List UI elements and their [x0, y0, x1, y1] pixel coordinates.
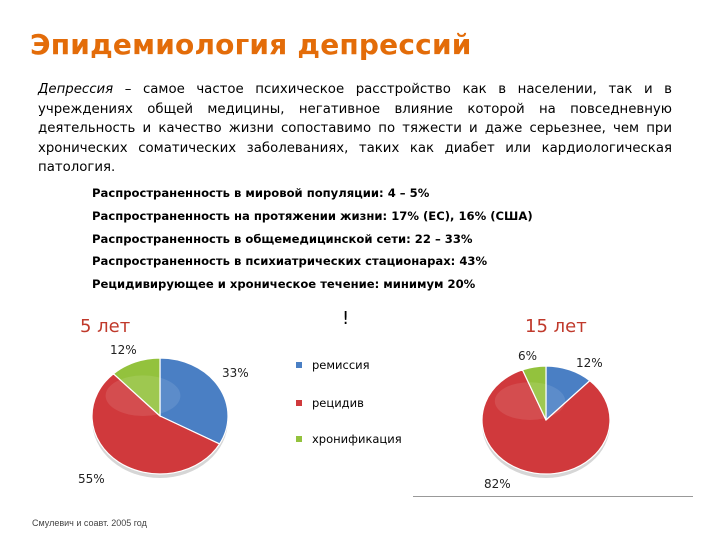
pie-slice-relapse	[91, 372, 221, 475]
pie-label-relapse-5: 55%	[78, 472, 105, 486]
legend-swatch-relapse	[296, 400, 302, 406]
legend-swatch-chronic	[296, 436, 302, 442]
pie-chart-15-years	[481, 365, 611, 478]
chart-title-15-years: 15 лет	[525, 316, 587, 337]
pie-label-remission-5: 33%	[222, 366, 249, 380]
legend-item-relapse: рецидив	[296, 396, 364, 410]
chart-title-5-years: 5 лет	[80, 316, 131, 337]
fact-item: Рецидивирующее и хроническое течение: ми…	[92, 277, 476, 292]
pie-slice-relapse	[481, 369, 611, 475]
pie-highlight	[105, 375, 181, 416]
page-title: Эпидемиология депрессий	[30, 28, 472, 61]
legend-label: рецидив	[312, 396, 364, 410]
facts-list: Распространенность в мировой популяции: …	[92, 182, 533, 296]
intro-term: Депрессия	[38, 82, 114, 97]
legend-item-chronic: хронификация	[296, 432, 402, 446]
fact-item: Распространенность в общемедицинской сет…	[92, 231, 473, 246]
pie-highlight	[494, 382, 566, 420]
pie-label-chronic-15: 6%	[518, 349, 538, 363]
pie-slice-remission	[159, 357, 229, 445]
intro-text: – самое частое психическое расстройство …	[38, 82, 672, 175]
legend-label: хронификация	[312, 432, 402, 446]
pie-chart-5-years	[91, 357, 229, 478]
exclamation-mark: !	[342, 308, 350, 329]
pie-slice-chronic	[112, 357, 161, 418]
chart-baseline	[413, 496, 693, 497]
fact-item: Распространенность на протяжении жизни: …	[92, 208, 533, 223]
fact-item: Распространенность в психиатрических ста…	[92, 254, 488, 269]
legend-item-remission: ремиссия	[296, 358, 370, 372]
pie-label-relapse-15: 82%	[484, 477, 511, 491]
fact-item: Распространенность в мировой популяции: …	[92, 186, 430, 200]
legend-label: ремиссия	[312, 358, 370, 372]
pie-label-remission-15: 12%	[576, 356, 603, 370]
legend-swatch-remission	[296, 362, 302, 368]
pie-slice-chronic	[521, 365, 547, 421]
source-citation: Смулевич и соавт. 2005 год	[32, 518, 147, 528]
intro-paragraph: Депрессия – самое частое психическое рас…	[38, 80, 672, 178]
pie-label-chronic-5: 12%	[110, 343, 137, 357]
